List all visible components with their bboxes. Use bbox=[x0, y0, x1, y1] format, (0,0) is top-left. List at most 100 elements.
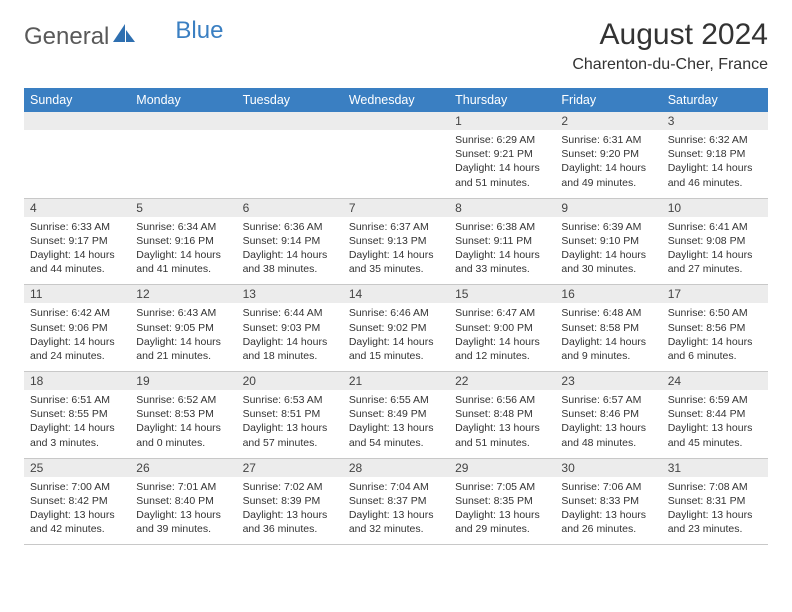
calendar-day-cell: 31Sunrise: 7:08 AMSunset: 8:31 PMDayligh… bbox=[662, 458, 768, 545]
weekday-header: Wednesday bbox=[343, 88, 449, 112]
day-line: and 18 minutes. bbox=[243, 349, 337, 363]
day-line: and 23 minutes. bbox=[668, 522, 762, 536]
calendar-empty-cell bbox=[343, 112, 449, 198]
day-number: 22 bbox=[449, 372, 555, 390]
day-line: Sunset: 9:11 PM bbox=[455, 234, 549, 248]
calendar-day-cell: 12Sunrise: 6:43 AMSunset: 9:05 PMDayligh… bbox=[130, 285, 236, 372]
day-number: 3 bbox=[662, 112, 768, 130]
day-number: 23 bbox=[555, 372, 661, 390]
day-line: Daylight: 13 hours bbox=[349, 421, 443, 435]
day-line: Sunrise: 6:42 AM bbox=[30, 306, 124, 320]
calendar-day-cell: 6Sunrise: 6:36 AMSunset: 9:14 PMDaylight… bbox=[237, 198, 343, 285]
day-line: and 38 minutes. bbox=[243, 262, 337, 276]
day-number bbox=[130, 112, 236, 130]
day-line: and 33 minutes. bbox=[455, 262, 549, 276]
day-line: and 54 minutes. bbox=[349, 436, 443, 450]
day-content: Sunrise: 6:46 AMSunset: 9:02 PMDaylight:… bbox=[343, 303, 449, 371]
calendar-day-cell: 19Sunrise: 6:52 AMSunset: 8:53 PMDayligh… bbox=[130, 372, 236, 459]
day-line: and 26 minutes. bbox=[561, 522, 655, 536]
calendar-day-cell: 10Sunrise: 6:41 AMSunset: 9:08 PMDayligh… bbox=[662, 198, 768, 285]
day-line: Sunrise: 6:44 AM bbox=[243, 306, 337, 320]
day-number: 15 bbox=[449, 285, 555, 303]
day-number: 7 bbox=[343, 199, 449, 217]
day-line: Sunrise: 6:57 AM bbox=[561, 393, 655, 407]
day-line: Sunset: 9:20 PM bbox=[561, 147, 655, 161]
logo-text-general: General bbox=[24, 23, 109, 51]
day-line: Sunset: 9:17 PM bbox=[30, 234, 124, 248]
day-number: 21 bbox=[343, 372, 449, 390]
day-line: Sunrise: 6:55 AM bbox=[349, 393, 443, 407]
day-content: Sunrise: 6:48 AMSunset: 8:58 PMDaylight:… bbox=[555, 303, 661, 371]
day-line: Sunrise: 6:48 AM bbox=[561, 306, 655, 320]
day-number: 29 bbox=[449, 459, 555, 477]
day-line: Sunrise: 7:04 AM bbox=[349, 480, 443, 494]
day-line: Daylight: 14 hours bbox=[561, 161, 655, 175]
day-line: Sunset: 9:16 PM bbox=[136, 234, 230, 248]
day-line: Daylight: 13 hours bbox=[561, 508, 655, 522]
day-number: 8 bbox=[449, 199, 555, 217]
day-line: Daylight: 14 hours bbox=[136, 335, 230, 349]
day-line: and 21 minutes. bbox=[136, 349, 230, 363]
calendar-day-cell: 23Sunrise: 6:57 AMSunset: 8:46 PMDayligh… bbox=[555, 372, 661, 459]
day-line: Daylight: 14 hours bbox=[561, 335, 655, 349]
day-content bbox=[343, 130, 449, 182]
calendar-day-cell: 15Sunrise: 6:47 AMSunset: 9:00 PMDayligh… bbox=[449, 285, 555, 372]
calendar-day-cell: 1Sunrise: 6:29 AMSunset: 9:21 PMDaylight… bbox=[449, 112, 555, 198]
calendar-day-cell: 28Sunrise: 7:04 AMSunset: 8:37 PMDayligh… bbox=[343, 458, 449, 545]
day-line: and 12 minutes. bbox=[455, 349, 549, 363]
day-line: Daylight: 13 hours bbox=[136, 508, 230, 522]
day-line: Daylight: 14 hours bbox=[455, 161, 549, 175]
calendar-day-cell: 8Sunrise: 6:38 AMSunset: 9:11 PMDaylight… bbox=[449, 198, 555, 285]
day-content: Sunrise: 7:08 AMSunset: 8:31 PMDaylight:… bbox=[662, 477, 768, 545]
calendar-day-cell: 21Sunrise: 6:55 AMSunset: 8:49 PMDayligh… bbox=[343, 372, 449, 459]
day-line: Daylight: 14 hours bbox=[561, 248, 655, 262]
day-line: Sunrise: 6:41 AM bbox=[668, 220, 762, 234]
calendar-day-cell: 7Sunrise: 6:37 AMSunset: 9:13 PMDaylight… bbox=[343, 198, 449, 285]
day-number: 14 bbox=[343, 285, 449, 303]
day-line: Sunset: 8:39 PM bbox=[243, 494, 337, 508]
day-line: Sunset: 9:14 PM bbox=[243, 234, 337, 248]
day-content: Sunrise: 6:41 AMSunset: 9:08 PMDaylight:… bbox=[662, 217, 768, 285]
weekday-header: Saturday bbox=[662, 88, 768, 112]
day-line: Daylight: 14 hours bbox=[30, 421, 124, 435]
calendar-day-cell: 18Sunrise: 6:51 AMSunset: 8:55 PMDayligh… bbox=[24, 372, 130, 459]
day-line: Sunset: 8:58 PM bbox=[561, 321, 655, 335]
day-line: Sunset: 9:10 PM bbox=[561, 234, 655, 248]
day-line: and 6 minutes. bbox=[668, 349, 762, 363]
day-number: 11 bbox=[24, 285, 130, 303]
day-number: 26 bbox=[130, 459, 236, 477]
day-number: 16 bbox=[555, 285, 661, 303]
day-number: 20 bbox=[237, 372, 343, 390]
day-number: 1 bbox=[449, 112, 555, 130]
day-line: and 49 minutes. bbox=[561, 176, 655, 190]
day-line: and 51 minutes. bbox=[455, 436, 549, 450]
day-content: Sunrise: 6:36 AMSunset: 9:14 PMDaylight:… bbox=[237, 217, 343, 285]
day-number: 9 bbox=[555, 199, 661, 217]
day-number: 2 bbox=[555, 112, 661, 130]
day-line: Sunset: 9:13 PM bbox=[349, 234, 443, 248]
calendar-day-cell: 11Sunrise: 6:42 AMSunset: 9:06 PMDayligh… bbox=[24, 285, 130, 372]
day-line: and 42 minutes. bbox=[30, 522, 124, 536]
calendar-empty-cell bbox=[237, 112, 343, 198]
day-line: Sunrise: 6:52 AM bbox=[136, 393, 230, 407]
day-line: Sunset: 9:18 PM bbox=[668, 147, 762, 161]
day-content: Sunrise: 6:31 AMSunset: 9:20 PMDaylight:… bbox=[555, 130, 661, 198]
day-line: Sunrise: 6:33 AM bbox=[30, 220, 124, 234]
day-number: 17 bbox=[662, 285, 768, 303]
day-line: Sunset: 9:21 PM bbox=[455, 147, 549, 161]
day-line: and 48 minutes. bbox=[561, 436, 655, 450]
day-content: Sunrise: 6:37 AMSunset: 9:13 PMDaylight:… bbox=[343, 217, 449, 285]
day-line: and 32 minutes. bbox=[349, 522, 443, 536]
day-number: 12 bbox=[130, 285, 236, 303]
day-line: Daylight: 13 hours bbox=[30, 508, 124, 522]
day-line: Daylight: 14 hours bbox=[30, 335, 124, 349]
day-line: and 36 minutes. bbox=[243, 522, 337, 536]
day-line: Sunset: 9:00 PM bbox=[455, 321, 549, 335]
calendar-day-cell: 13Sunrise: 6:44 AMSunset: 9:03 PMDayligh… bbox=[237, 285, 343, 372]
day-content: Sunrise: 6:57 AMSunset: 8:46 PMDaylight:… bbox=[555, 390, 661, 458]
day-line: Daylight: 14 hours bbox=[243, 248, 337, 262]
day-line: Daylight: 14 hours bbox=[455, 335, 549, 349]
day-content: Sunrise: 6:38 AMSunset: 9:11 PMDaylight:… bbox=[449, 217, 555, 285]
day-line: Daylight: 14 hours bbox=[30, 248, 124, 262]
day-line: Sunrise: 6:43 AM bbox=[136, 306, 230, 320]
